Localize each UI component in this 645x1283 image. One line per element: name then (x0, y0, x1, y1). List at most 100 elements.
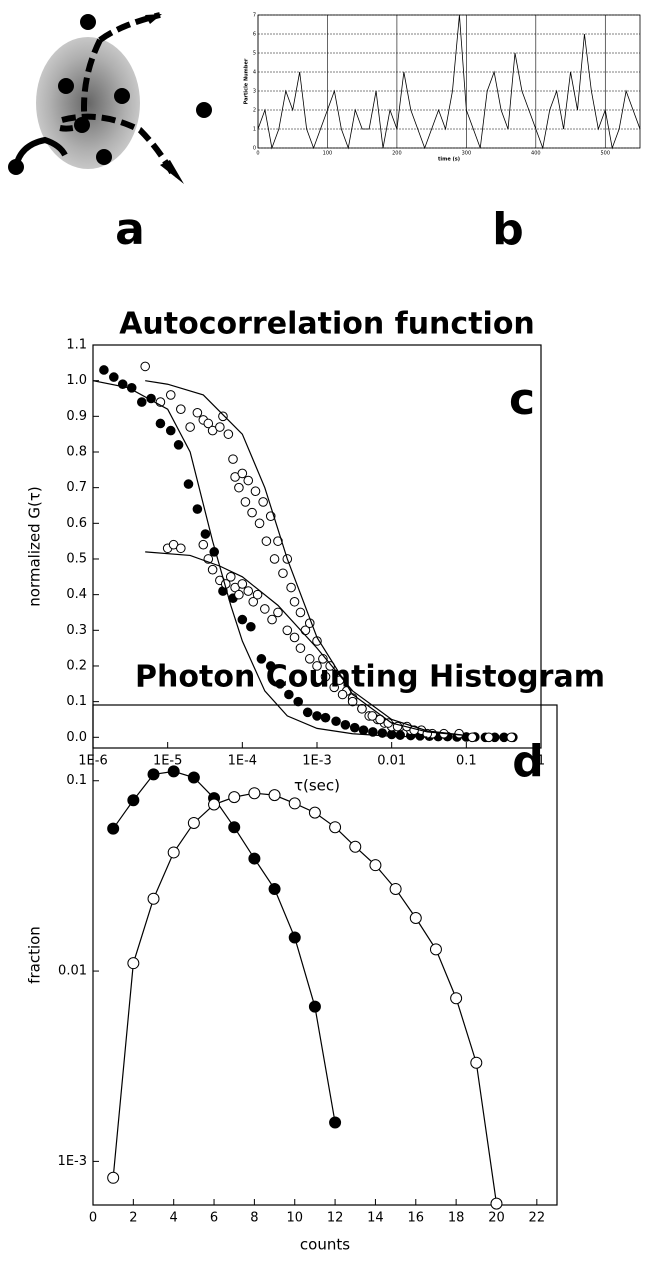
x-tick-label: 6 (210, 1211, 218, 1226)
fit-line (92, 380, 428, 738)
y-tick-label: 1.1 (66, 338, 87, 353)
open-point (429, 943, 442, 956)
x-tick-label: 0.1 (456, 754, 477, 769)
y-tick-label: 0.0 (66, 730, 87, 745)
open-point (250, 486, 261, 497)
open-point (225, 572, 236, 582)
open-point (467, 732, 478, 743)
open-point (218, 411, 228, 422)
x-tick-label: 2 (129, 1211, 137, 1226)
open-point (167, 846, 180, 859)
filled-point (312, 711, 322, 721)
filled-point (228, 821, 241, 834)
y-axis-label: Particle Number (244, 58, 250, 104)
trajectory (98, 12, 161, 43)
filled-point (395, 730, 405, 740)
plot-frame (257, 14, 641, 149)
particle (114, 88, 130, 104)
filled-point (173, 440, 184, 450)
open-point (234, 589, 244, 600)
open-point (147, 892, 160, 905)
x-tick-label: 0 (89, 1211, 97, 1226)
y-tick-label: 0.7 (66, 480, 87, 495)
open-point (252, 589, 263, 600)
filled-point (331, 716, 341, 727)
open-point (215, 422, 225, 432)
filled-point (329, 1116, 342, 1129)
open-point (347, 696, 358, 707)
fit-line (257, 14, 641, 150)
open-point (286, 582, 296, 593)
chart: Photon Counting Histogram d counts fraction… (26, 660, 605, 1254)
panel-label: a (115, 204, 145, 255)
arrowhead (145, 14, 162, 24)
open-point (295, 607, 306, 618)
filled-point (288, 931, 301, 944)
trajectory (13, 136, 68, 168)
chart: b time (s) Particle Number 0 100 200 300 400 500… (244, 13, 641, 255)
open-point (176, 404, 186, 414)
open-point (389, 882, 402, 895)
open-point (228, 454, 238, 464)
filled-point (265, 661, 276, 671)
y-tick-label: 4 (253, 70, 256, 76)
panel-label: c (509, 374, 535, 425)
open-point (234, 482, 244, 493)
y-axis-label: fraction (26, 926, 44, 984)
x-axis-label: τ(sec) (294, 777, 340, 795)
x-tick-label: 300 (462, 151, 472, 157)
y-tick-label: 1.0 (66, 373, 87, 388)
open-point (470, 1056, 483, 1069)
filled-point (136, 397, 147, 407)
y-tick-label: 0.2 (66, 658, 87, 673)
filled-point (107, 822, 120, 835)
x-tick-label: 8 (250, 1211, 258, 1226)
filled-point (268, 882, 281, 895)
open-point (187, 816, 200, 829)
chart-title: Photon Counting Histogram (135, 660, 605, 695)
open-point (288, 797, 301, 810)
filled-point (237, 614, 248, 625)
open-point (203, 418, 214, 429)
chart: Autocorrelation function c τ(sec) normalize… (26, 307, 546, 795)
particle (80, 14, 96, 30)
x-tick-label: 1E-3 (302, 754, 331, 769)
filled-point (284, 689, 294, 700)
open-point (329, 682, 340, 693)
y-tick-label: 1 (253, 127, 256, 133)
x-tick-label: 500 (600, 151, 610, 157)
open-point (208, 798, 221, 811)
filled-point (340, 720, 351, 730)
open-point (240, 497, 251, 507)
open-point (248, 787, 261, 800)
open-point (269, 554, 280, 564)
y-tick-label: 0.1 (66, 773, 87, 788)
open-point (295, 643, 306, 653)
open-point (176, 543, 186, 554)
filled-point (386, 729, 397, 740)
open-point (409, 912, 422, 925)
filled-point (183, 479, 194, 489)
open-point (243, 586, 254, 596)
filled-point (308, 1000, 321, 1013)
filled-point (109, 372, 119, 382)
filled-point (165, 425, 176, 436)
filled-point (200, 529, 211, 539)
filled-point (358, 725, 369, 735)
open-point (237, 468, 248, 479)
filled-point (192, 504, 203, 514)
x-tick-label: 4 (170, 1211, 178, 1226)
x-tick-label: 0 (256, 151, 259, 157)
fit-line (145, 380, 467, 737)
open-point (450, 992, 463, 1005)
y-tick-label: 0.5 (66, 551, 87, 566)
open-point (506, 732, 517, 743)
y-tick-label: 0.1 (66, 694, 87, 709)
chart-title: Autocorrelation function (119, 307, 535, 342)
y-tick-label: 1E-3 (58, 1154, 87, 1169)
y-tick-label: 6 (253, 32, 256, 38)
open-point (247, 507, 257, 518)
open-point (237, 579, 248, 589)
fit-line (112, 770, 336, 1123)
open-point (367, 711, 378, 721)
